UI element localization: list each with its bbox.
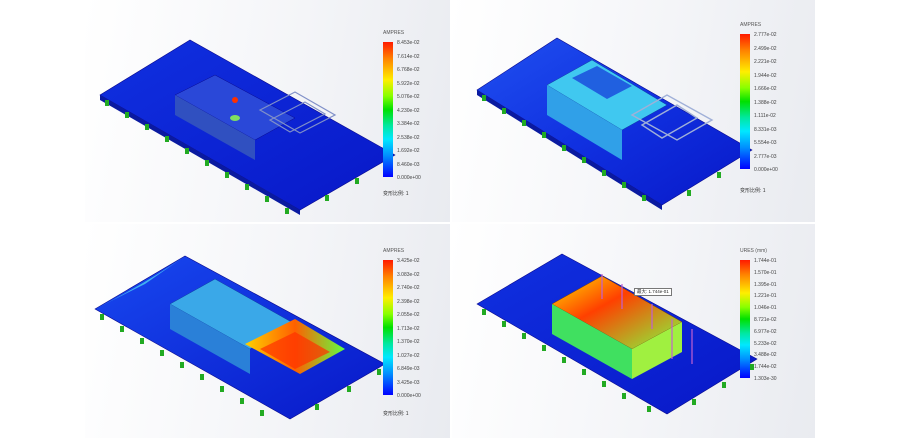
scale-value: 1.666e-02 <box>754 86 777 92</box>
scale-value: 0.000e+00 <box>397 175 421 181</box>
scale-value: 3.425e-02 <box>397 258 420 264</box>
scale-value: 2.398e-02 <box>397 298 420 305</box>
color-bar <box>383 42 393 177</box>
fea-model-render <box>476 37 753 210</box>
scale-value: 4.230e-02 <box>397 107 420 114</box>
color-bar <box>740 34 750 169</box>
deformation-scale-label: 变形比例: 1 <box>383 411 409 417</box>
scale-value: 1.388e-02 <box>754 99 777 106</box>
scale-value: 2.538e-02 <box>397 134 420 141</box>
scale-value: 0.000e+00 <box>397 393 421 399</box>
deformation-scale-label: 变形比例: 1 <box>740 188 766 194</box>
fea-model-render <box>99 39 396 215</box>
scale-value: 1.370e-02 <box>397 339 420 345</box>
scale-value: 1.692e-02 <box>397 148 420 154</box>
scale-value: 8.331e-03 <box>754 126 777 133</box>
scale-value: 1.713e-02 <box>397 325 420 332</box>
scale-value: 0.000e+00 <box>754 167 778 173</box>
result-label: AMPRES <box>383 248 405 254</box>
deformation-scale-label: 变形比例: 1 <box>383 191 409 197</box>
scale-value: 2.055e-02 <box>397 312 420 318</box>
color-bar <box>740 260 750 378</box>
scale-value: 8.721e-02 <box>754 317 777 323</box>
max-value-callout: 最大: 1.744e-01 <box>634 288 672 296</box>
plot-panel-2: AMPRES 2.777e-02 2.499e-02 2.221e-02 1.9… <box>452 0 815 222</box>
scale-value: 2.777e-03 <box>754 153 777 160</box>
scale-value: 1.395e-01 <box>754 281 777 288</box>
scale-value: 1.944e-02 <box>754 72 777 79</box>
result-label: URES (mm) <box>740 248 767 254</box>
scale-value: 2.499e-02 <box>754 45 777 52</box>
scale-value: 1.744e-02 <box>754 364 777 371</box>
plot-panel-1: AMPRES 8.453e-02 7.614e-02 6.768e-02 5.9… <box>85 0 450 222</box>
scale-value: 1.303e-30 <box>754 376 777 382</box>
fea-model-render <box>476 253 758 415</box>
scale-value: 3.384e-02 <box>397 121 420 127</box>
scale-value: 5.554e-03 <box>754 140 777 146</box>
scale-value: 8.460e-03 <box>397 161 420 168</box>
fea-model-render <box>94 255 386 420</box>
scale-value: 8.453e-02 <box>397 40 420 46</box>
scale-value: 3.488e-02 <box>754 352 777 359</box>
scale-value: 7.614e-02 <box>397 53 420 60</box>
scale-value: 3.083e-02 <box>397 271 420 278</box>
scale-value: 5.076e-02 <box>397 94 420 100</box>
result-label: AMPRES <box>383 30 405 36</box>
scale-value: 1.221e-01 <box>754 293 777 300</box>
scale-value: 1.046e-01 <box>754 305 777 312</box>
scale-value: 2.740e-02 <box>397 285 420 291</box>
plot-panel-3: AMPRES 3.425e-02 3.083e-02 2.740e-02 2.3… <box>85 224 450 438</box>
scale-value: 6.768e-02 <box>397 67 420 73</box>
scale-value: 5.922e-02 <box>397 80 420 87</box>
scale-value: 6.977e-02 <box>754 328 777 335</box>
scale-value: 1.570e-01 <box>754 269 777 276</box>
scale-value: 1.744e-01 <box>754 258 777 264</box>
scale-value: 6.849e-03 <box>397 366 420 372</box>
plot-panel-4: 最大: 1.744e-01 URES (mm) 1.744e-01 1.570e… <box>452 224 815 438</box>
scale-value: 5.233e-02 <box>754 340 777 347</box>
scale-value: 2.221e-02 <box>754 59 777 65</box>
result-label: AMPRES <box>740 22 762 28</box>
scale-value: 1.111e-02 <box>754 113 776 119</box>
scale-value: 3.425e-03 <box>397 379 420 386</box>
color-bar <box>383 260 393 395</box>
scale-value: 1.027e-02 <box>397 352 420 359</box>
scale-value: 2.777e-02 <box>754 32 777 38</box>
